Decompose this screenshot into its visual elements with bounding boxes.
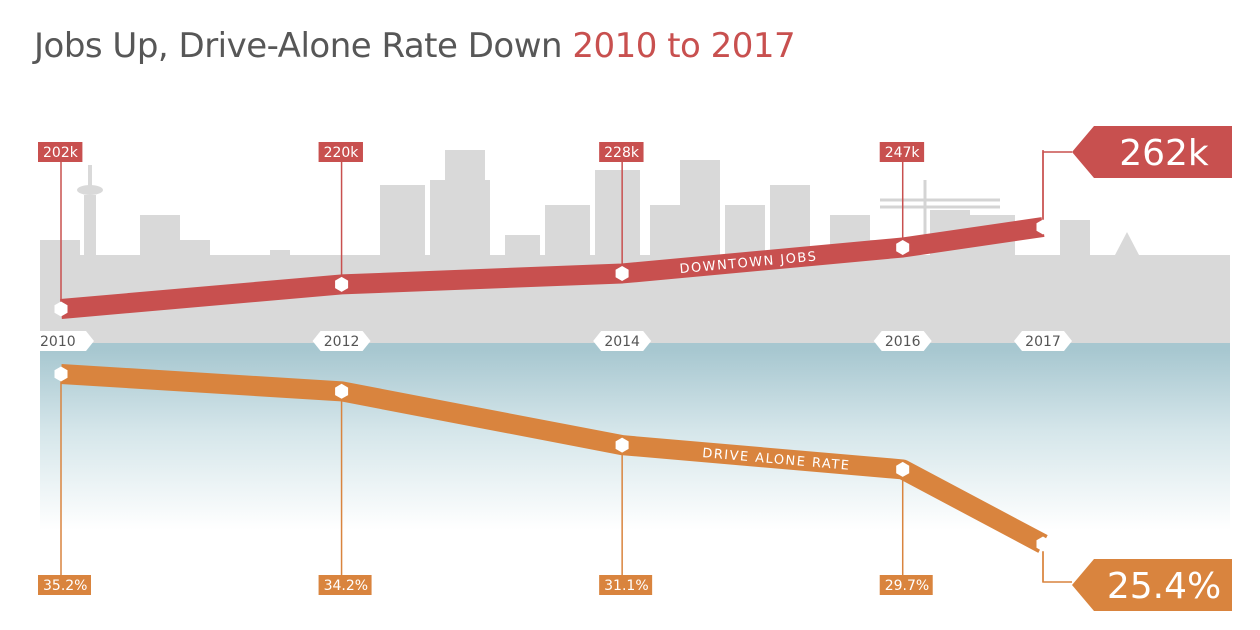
- skyline-background: [40, 150, 1230, 345]
- drive-point: [1036, 536, 1050, 552]
- drive-point: [335, 383, 349, 399]
- year-tick-pill: [312, 331, 371, 351]
- drive-highlight-connector: [1042, 544, 1072, 583]
- jobs-value-label-box: [38, 142, 83, 162]
- jobs-final-value-label-box: [1072, 126, 1232, 178]
- jobs-value-label: 247k: [885, 145, 921, 161]
- jobs-value-label: 228k: [604, 145, 640, 161]
- drive-value-label-box: [38, 575, 91, 595]
- drive-value-label: 35.2%: [43, 578, 87, 594]
- title-accent: 2010 to 2017: [572, 26, 796, 66]
- jobs-value-label-box: [879, 142, 925, 162]
- jobs-point: [54, 301, 68, 317]
- year-tick-label: 2017: [1025, 334, 1061, 350]
- year-tick-pill: [593, 331, 652, 351]
- jobs-highlight-connector: [1042, 151, 1072, 227]
- year-tick-label: 2012: [324, 334, 360, 350]
- jobs-point: [615, 266, 629, 281]
- guide-lines: [60, 150, 1072, 583]
- jobs-value-label-box: [599, 142, 644, 162]
- year-tick-label: 2010: [40, 334, 76, 350]
- year-tick-pill: [873, 331, 932, 351]
- crane-icon: [880, 180, 1000, 240]
- year-tick-label: 2016: [885, 334, 921, 350]
- year-tick-pill: [36, 331, 94, 351]
- drive-point: [615, 437, 629, 453]
- drive-final-value-label: 25.4%: [1107, 566, 1221, 607]
- year-tick-label: 2014: [604, 334, 640, 350]
- chart-title: Jobs Up, Drive-Alone Rate Down 2010 to 2…: [34, 26, 796, 66]
- drive-final-value-label-box: [1072, 559, 1232, 611]
- jobs-value-label-box: [318, 142, 363, 162]
- jobs-point: [896, 240, 910, 255]
- jobs-point: [1036, 219, 1050, 235]
- drive-value-label: 34.2%: [324, 578, 368, 594]
- value-labels: 202k 35.2% 220k 34.2% 228k 31.1% 247k 29.7% 262k…: [38, 126, 1232, 611]
- drive-value-label-box: [599, 575, 653, 595]
- drive-point: [896, 461, 910, 477]
- point-markers: [54, 219, 1050, 552]
- drive-value-label-box: [318, 575, 372, 595]
- drive-value-label-box: [879, 575, 933, 595]
- year-tick-pill: [1014, 331, 1072, 351]
- drive-value-label: 29.7%: [885, 578, 929, 594]
- drive-point: [54, 366, 68, 382]
- jobs-value-label: 220k: [324, 145, 360, 161]
- title-main: Jobs Up, Drive-Alone Rate Down: [34, 26, 563, 66]
- drive-value-label: 31.1%: [604, 578, 648, 594]
- jobs-point: [335, 276, 349, 292]
- jobs-final-value-label: 262k: [1119, 133, 1209, 174]
- jobs-value-label: 202k: [43, 145, 79, 161]
- year-ticks: 2010 2012 2014 2016 2017: [36, 331, 1072, 351]
